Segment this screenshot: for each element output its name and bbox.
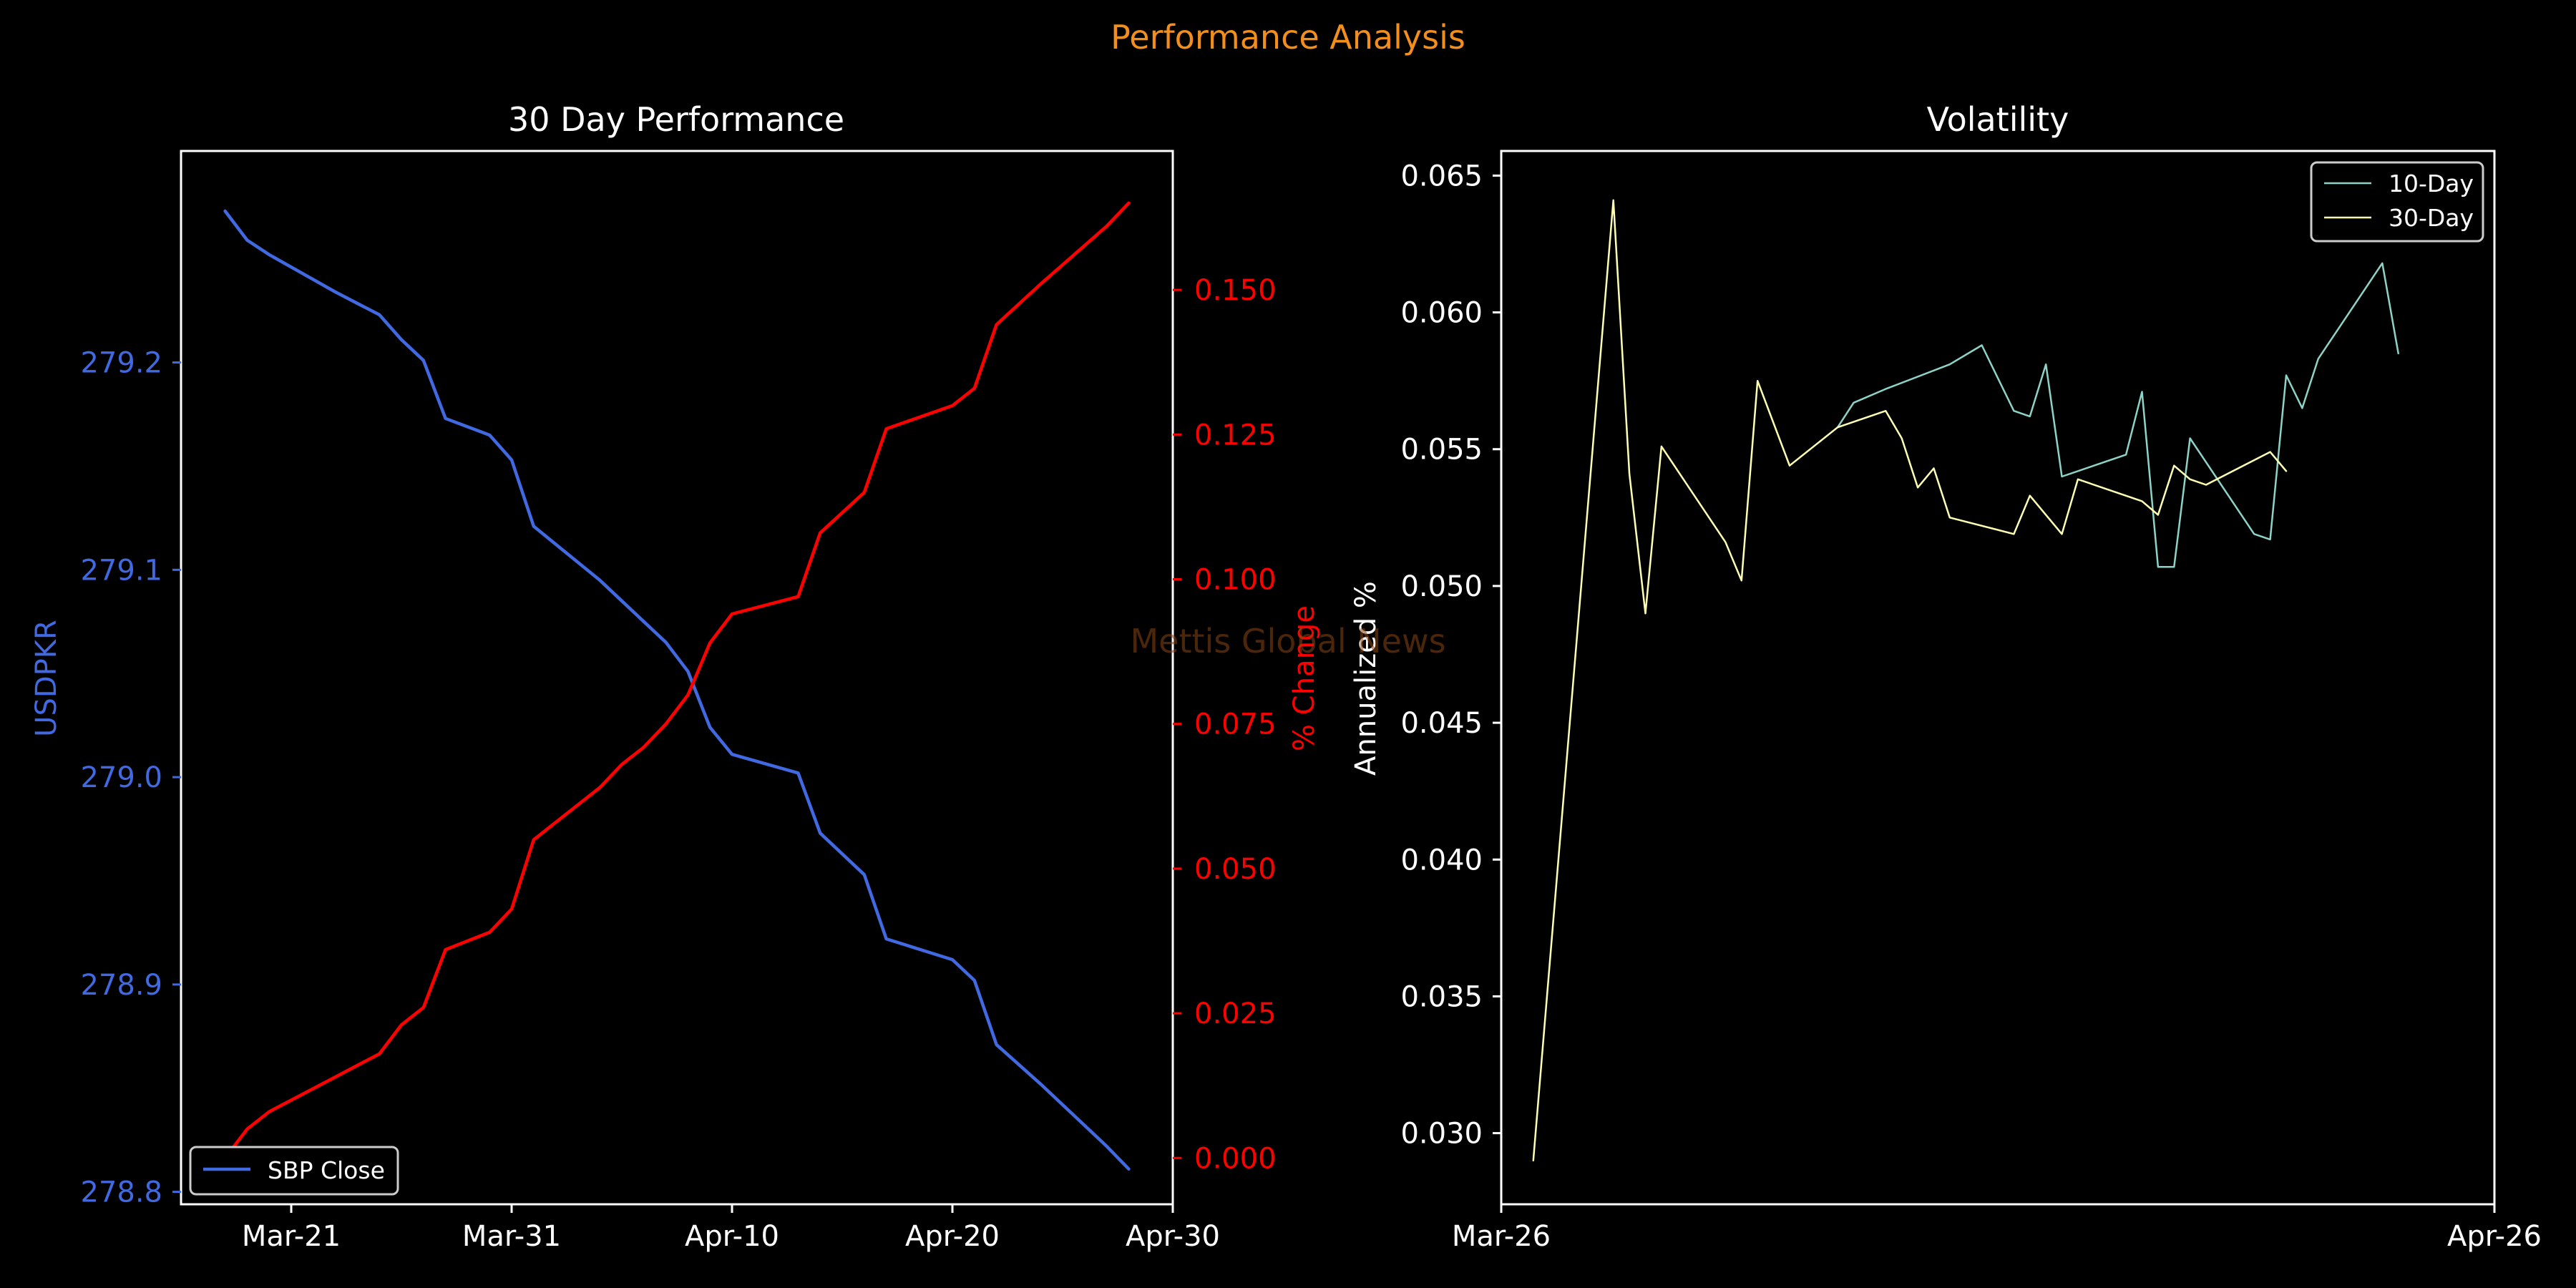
y-tick-label: 279.2 — [80, 347, 162, 380]
volatility-marks — [1532, 199, 2399, 1162]
performance-legend: SBP Close — [189, 1146, 399, 1196]
y-tick-label: 0.065 — [1400, 160, 1483, 192]
legend-label-10-day: 10-Day — [2389, 170, 2474, 197]
y-tick-label: 278.9 — [80, 969, 162, 1002]
annualized-axis-label: Annualized % — [1350, 581, 1382, 776]
y2-tick-label: 0.000 — [1194, 1142, 1277, 1175]
pct-change-axis-label: % Change — [1288, 605, 1321, 751]
y-tick-label: 0.060 — [1400, 297, 1483, 330]
y-tick-label: 0.035 — [1400, 980, 1483, 1013]
y-tick-label: 0.050 — [1400, 570, 1483, 603]
performance-panel-title: 30 Day Performance — [508, 100, 844, 139]
performance-legend-box — [189, 1146, 399, 1196]
x-tick-label: Mar-31 — [462, 1220, 561, 1253]
series-line-10-day — [1836, 262, 2399, 568]
performance-y-axis-left: 278.8 278.9 279.0 279.1 279.2 — [80, 347, 181, 1209]
y-tick-label: 0.040 — [1400, 844, 1483, 877]
watermark-text: Mettis Global News — [1130, 622, 1445, 660]
y-tick-label: 279.0 — [80, 761, 162, 794]
performance-y-axis-right: 0.000 0.025 0.050 0.075 0.100 0.125 0.150 — [1173, 274, 1277, 1175]
volatility-plot-frame — [1500, 150, 2496, 1206]
x-tick-label: Apr-30 — [1126, 1220, 1220, 1253]
volatility-legend: 10-Day 30-Day — [2310, 161, 2484, 243]
y2-tick-label: 0.150 — [1194, 274, 1277, 307]
figure-title: Performance Analysis — [1111, 18, 1465, 57]
performance-x-axis: Mar-21 Mar-31 Apr-10 Apr-20 Apr-30 — [242, 1204, 1220, 1253]
x-tick-label: Apr-20 — [905, 1220, 1000, 1253]
y-tick-label: 0.045 — [1400, 707, 1483, 740]
volatility-x-axis: Mar-26 Apr-26 — [1452, 1204, 2542, 1253]
performance-plot-frame — [180, 150, 1174, 1206]
y-tick-label: 0.055 — [1400, 434, 1483, 467]
series-line-30-day — [1532, 199, 2288, 1162]
performance-marks — [223, 201, 1131, 1171]
volatility-panel: Volatility Mar-26 Apr-26 0.0300.0350.0400… — [1350, 100, 2542, 1253]
x-tick-label: Apr-10 — [685, 1220, 779, 1253]
volatility-y-axis: 0.030 0.035 0.040 0.045 0.050 0.055 0.060 0.065 — [1400, 160, 1501, 1151]
volatility-legend-box — [2310, 161, 2484, 243]
y-tick-label: 0.030 — [1400, 1118, 1483, 1151]
y-tick-label: 279.1 — [80, 554, 162, 587]
y2-tick-label: 0.050 — [1194, 853, 1277, 886]
usdpkr-axis-label: USDPKR — [30, 620, 63, 737]
x-tick-label: Mar-26 — [1452, 1220, 1551, 1253]
x-tick-label: Apr-26 — [2447, 1220, 2542, 1253]
performance-panel: 30 Day Performance Mar-21 Mar-31 Apr-10 Apr… — [30, 100, 1321, 1253]
y2-tick-label: 0.125 — [1194, 419, 1277, 452]
series-line-sbp-close — [223, 209, 1131, 1171]
x-tick-label: Mar-21 — [242, 1220, 341, 1253]
volatility-panel-title: Volatility — [1927, 100, 2069, 139]
y-tick-label: 278.8 — [80, 1176, 162, 1209]
y2-tick-label: 0.025 — [1194, 997, 1277, 1030]
legend-label-30-day: 30-Day — [2389, 204, 2474, 232]
y2-tick-label: 0.100 — [1194, 564, 1277, 597]
legend-label-sbp-close: SBP Close — [268, 1156, 385, 1184]
series-line-change — [223, 201, 1131, 1160]
y2-tick-label: 0.075 — [1194, 708, 1277, 741]
